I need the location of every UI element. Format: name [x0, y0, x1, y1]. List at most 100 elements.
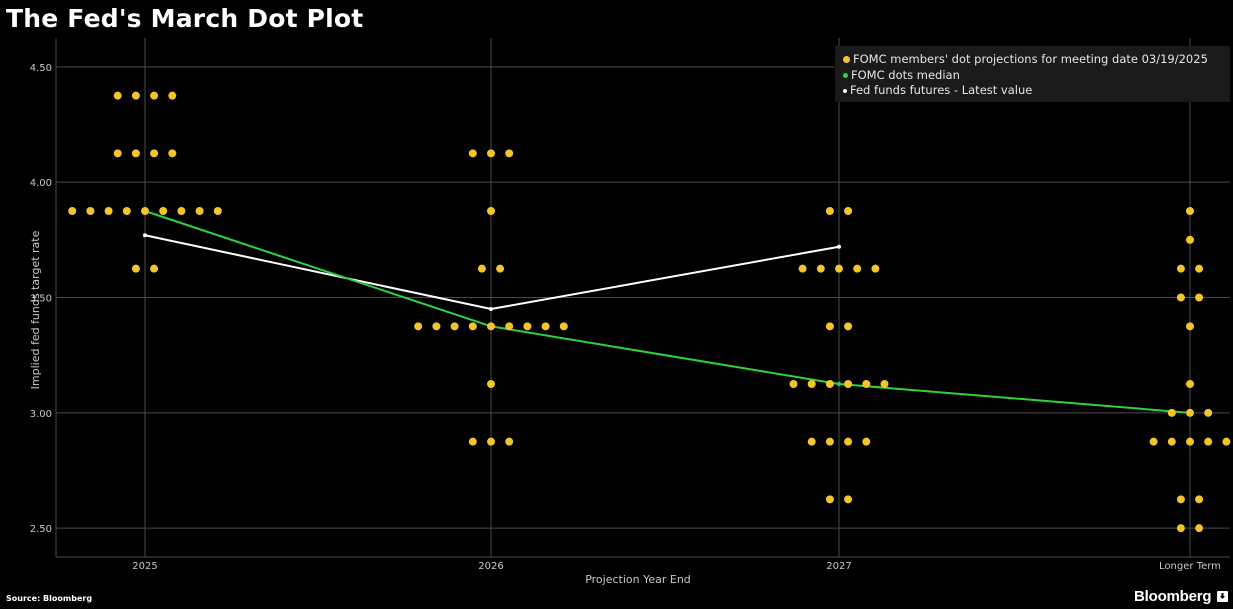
futures-line-point [837, 244, 841, 249]
x-tick-label: Longer Term [1159, 561, 1221, 572]
dot-projection [1176, 264, 1185, 273]
dot-projection [468, 322, 477, 331]
dot-projection [468, 437, 477, 446]
dot-projection [131, 264, 140, 273]
dot-projection [880, 380, 889, 388]
dot-projection [1167, 437, 1176, 446]
dot-projection [807, 437, 816, 446]
dot-projection [1204, 437, 1213, 446]
dot-projection [1195, 264, 1204, 273]
dot-projection [168, 91, 177, 100]
dot-projection [477, 264, 486, 273]
dot-projection [104, 207, 113, 215]
dot-projection [487, 149, 495, 158]
dot-projection [844, 207, 853, 215]
median-line-point [836, 381, 842, 387]
dot-projection [825, 495, 834, 504]
dot-projection [213, 207, 222, 215]
dot-projection [505, 437, 514, 446]
dot-projection [496, 264, 505, 273]
grid-lines [55, 38, 1230, 558]
x-tick-label: 2025 [132, 561, 157, 572]
chart-header: The Fed's March Dot Plot [0, 0, 1233, 36]
dot-projection [1204, 408, 1213, 417]
dot-projection [1186, 437, 1194, 446]
futures-line-point [143, 233, 147, 238]
legend: FOMC members' dot projections for meetin… [835, 46, 1230, 102]
chart-title: The Fed's March Dot Plot [6, 4, 364, 33]
dot-projection [1195, 524, 1204, 533]
series-lines [142, 208, 1193, 416]
dot-projection [825, 207, 834, 215]
dot-projection [487, 207, 495, 215]
dot-projection [468, 149, 477, 158]
dot-projection [1167, 408, 1176, 417]
dot-projection [122, 207, 131, 215]
dot-projection [871, 264, 880, 273]
dot-projection [844, 437, 853, 446]
dot-projection [505, 322, 514, 331]
dot-projection [853, 264, 862, 273]
dot-projection [113, 149, 122, 158]
dot-projection [1186, 235, 1194, 244]
green-dot-icon [843, 73, 848, 78]
white-dot-icon [843, 88, 847, 93]
y-tick-label: 3.50 [30, 294, 52, 305]
dot-projection [807, 380, 816, 388]
dot-projection [177, 207, 186, 215]
dot-projection [131, 91, 140, 100]
futures-line-point [489, 307, 493, 312]
dot-projection [798, 264, 807, 273]
legend-item-dots: FOMC members' dot projections for meetin… [843, 52, 1208, 66]
y-tick-label: 2.50 [30, 524, 52, 535]
dot-projection [825, 437, 834, 446]
dot-projection [432, 322, 441, 331]
dot-projection [414, 322, 423, 331]
chart-area [0, 36, 1233, 609]
dot-projection [816, 264, 825, 273]
dot-projection [487, 322, 495, 331]
dot-projection [1176, 293, 1185, 302]
yellow-dot-icon [843, 56, 850, 63]
dot-projection [1186, 207, 1194, 215]
dot-projection [487, 380, 495, 388]
bloomberg-icon [1217, 591, 1228, 602]
dot-projection [789, 380, 798, 388]
y-tick-label: 3.00 [30, 409, 52, 420]
dot-projection [844, 322, 853, 331]
dot-projection [1195, 293, 1204, 302]
legend-label-futures: Fed funds futures - Latest value [850, 83, 1033, 97]
dot-projection [487, 437, 495, 446]
dot-projection [68, 207, 77, 215]
legend-item-futures: Fed funds futures - Latest value [843, 83, 1032, 97]
y-axis-label: Implied fed funds target rate [29, 230, 42, 389]
x-axis-label: Projection Year End [585, 573, 691, 586]
source-note: Source: Bloomberg [6, 594, 93, 603]
dot-projection [1176, 524, 1185, 533]
dot-projection [523, 322, 532, 331]
dot-projection [159, 207, 168, 215]
x-axis-ticks: 2025 2026 2027 Longer Term [132, 561, 1221, 572]
dot-projection [195, 207, 204, 215]
y-tick-label: 4.50 [30, 63, 52, 74]
dot-projection [1186, 408, 1194, 417]
dot-projection [862, 437, 871, 446]
dot-projection [1149, 437, 1158, 446]
dot-projection [150, 149, 159, 158]
legend-label-dots: FOMC members' dot projections for meetin… [853, 52, 1208, 66]
dot-projection [150, 264, 159, 273]
dot-projection [559, 322, 568, 331]
dot-projection [450, 322, 459, 331]
dot-projection [168, 149, 177, 158]
brand-logo-text: Bloomberg [1134, 588, 1212, 605]
x-tick-label: 2027 [826, 561, 851, 572]
median-line [144, 210, 1191, 414]
dot-projection [505, 149, 514, 158]
dot-projection [1186, 380, 1194, 388]
dot-projection [1176, 495, 1185, 504]
dot-projection [150, 91, 159, 100]
y-axis-ticks: 2.50 3.00 3.50 4.00 4.50 [30, 63, 52, 535]
dot-projection [862, 380, 871, 388]
dot-projections [68, 91, 1231, 533]
dot-projection [131, 149, 140, 158]
